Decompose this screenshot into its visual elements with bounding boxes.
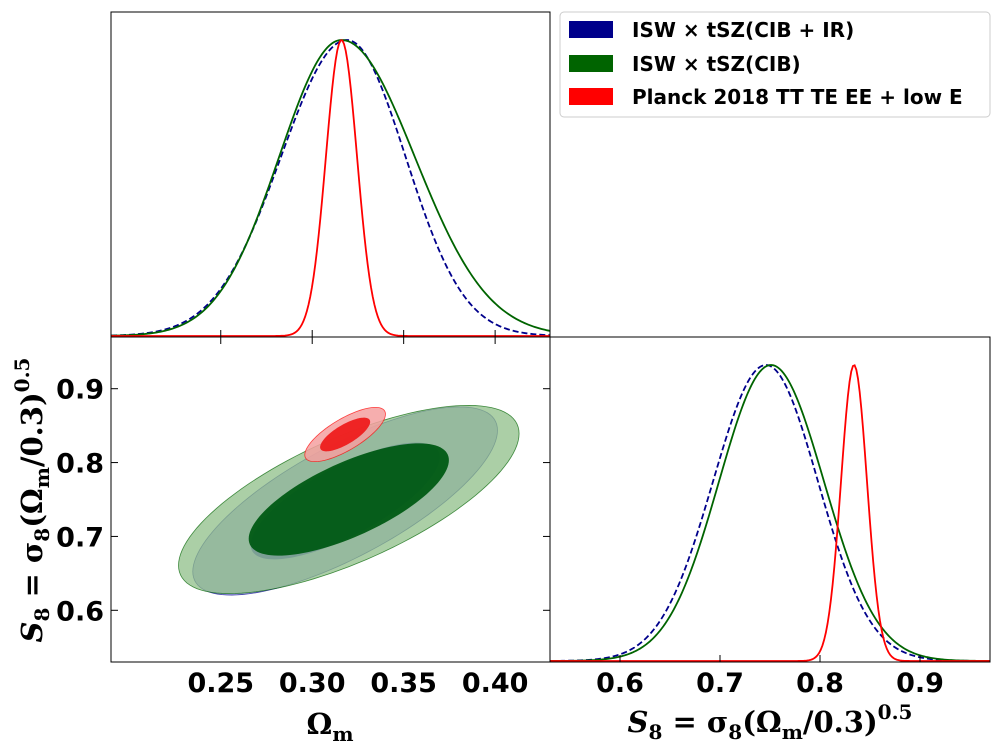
s8-curve-planck	[550, 364, 990, 662]
contours	[178, 404, 520, 596]
legend: ISW × tSZ(CIB + IR) ISW × tSZ(CIB) Planc…	[559, 11, 991, 118]
legend-swatch-planck	[569, 88, 613, 105]
s8-y-tick-label: 0.6	[56, 596, 104, 627]
omega-m-curve-isw-cib	[111, 39, 550, 337]
legend-swatch-isw-cib-ir	[569, 21, 613, 38]
s8-curve-isw-cib-ir	[550, 364, 990, 662]
contour-panel	[178, 404, 520, 596]
contour-68-isw-cib	[248, 443, 449, 556]
legend-label-isw-cib-ir: ISW × tSZ(CIB + IR)	[632, 18, 854, 42]
s8-marginal-frame	[549, 336, 991, 663]
ticks: 0.25 0.30 0.35 0.40 0.6 0.6 0.7 0.7 0.8 0.8 0.9 0.9	[56, 330, 944, 699]
omega-m-tick-label: 0.30	[279, 668, 346, 699]
omega-m-marginal-panel	[111, 39, 550, 337]
s8-y-tick-label: 0.8	[56, 449, 104, 480]
omega-m-tick-label: 0.40	[462, 668, 529, 699]
s8-x-tick-label: 0.8	[796, 668, 844, 699]
legend-label-isw-cib: ISW × tSZ(CIB)	[632, 52, 801, 76]
s8-x-tick-label: 0.9	[896, 668, 944, 699]
s8-axis-label-y: S8 = σ8(Ωm/0.3)0.5	[10, 358, 54, 643]
svg-text:S8 = σ8(Ωm/0.3)0.5: S8 = σ8(Ωm/0.3)0.5	[10, 358, 54, 643]
s8-y-tick-label: 0.9	[56, 375, 104, 406]
legend-box	[559, 11, 991, 118]
omega-m-tick-label: 0.25	[187, 668, 254, 699]
omega-m-marginal-frame	[110, 11, 551, 338]
contour-68-planck	[320, 417, 371, 452]
omega-m-axis-label: Ωm	[307, 707, 354, 746]
omega-m-curve-planck	[111, 39, 550, 337]
s8-axis-label-x: S8 = σ8(Ωm/0.3)0.5	[628, 700, 913, 744]
omega-m-tick-label: 0.35	[370, 668, 437, 699]
s8-x-tick-label: 0.7	[696, 668, 744, 699]
s8-y-tick-label: 0.7	[56, 522, 104, 553]
legend-label-planck: Planck 2018 TT TE EE + low E	[632, 85, 963, 109]
legend-swatch-isw-cib	[569, 55, 613, 72]
s8-marginal-panel	[550, 364, 990, 662]
s8-x-tick-label: 0.6	[596, 668, 644, 699]
omega-m-curve-isw-cib-ir	[111, 39, 550, 337]
s8-curve-isw-cib	[550, 364, 990, 662]
